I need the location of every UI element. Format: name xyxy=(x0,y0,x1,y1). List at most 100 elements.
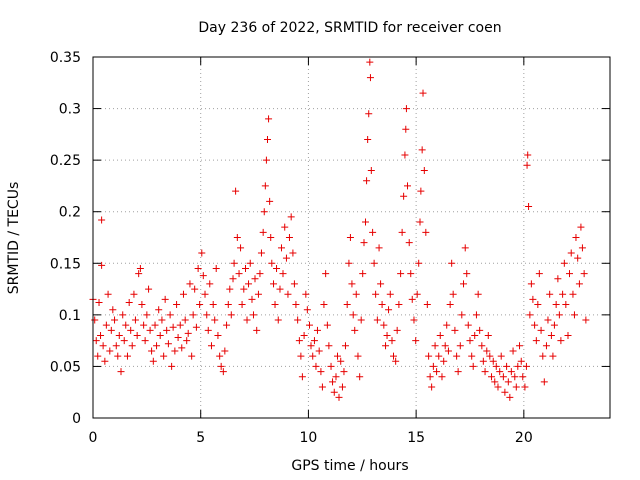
data-point xyxy=(248,295,256,303)
data-point xyxy=(417,187,425,195)
data-point xyxy=(271,301,279,309)
data-point xyxy=(163,326,171,334)
data-point xyxy=(181,316,189,324)
data-point xyxy=(572,234,580,241)
data-point xyxy=(238,301,246,309)
data-point xyxy=(194,264,202,272)
data-point xyxy=(273,264,281,272)
data-point xyxy=(135,270,143,278)
data-point xyxy=(492,362,500,370)
data-point xyxy=(431,342,439,350)
data-point xyxy=(196,301,204,309)
data-point xyxy=(375,244,383,252)
data-point xyxy=(282,254,290,262)
data-point xyxy=(469,362,477,370)
data-point xyxy=(338,383,346,391)
data-point xyxy=(235,270,243,278)
data-point xyxy=(408,295,416,303)
data-point xyxy=(111,316,119,324)
data-point xyxy=(354,352,362,360)
data-point xyxy=(198,249,206,257)
data-point xyxy=(98,216,106,224)
data-point xyxy=(168,362,176,370)
data-point xyxy=(435,352,443,360)
data-point xyxy=(224,301,232,309)
data-point xyxy=(219,368,227,376)
x-tick-label: 5 xyxy=(196,430,205,446)
data-point xyxy=(506,393,514,401)
data-point xyxy=(322,270,330,278)
data-point xyxy=(349,311,357,319)
data-point xyxy=(102,321,110,329)
data-point xyxy=(402,125,410,133)
data-point xyxy=(443,321,451,329)
data-point xyxy=(119,311,127,319)
data-point xyxy=(400,192,408,200)
data-point xyxy=(398,228,406,236)
data-point xyxy=(140,321,148,329)
data-point xyxy=(526,311,534,319)
data-point xyxy=(471,331,479,339)
data-point xyxy=(386,290,394,298)
data-point xyxy=(499,373,507,381)
x-tick-label: 15 xyxy=(407,430,425,446)
data-point xyxy=(378,301,386,309)
data-point xyxy=(547,331,555,339)
data-point xyxy=(279,270,287,278)
data-point xyxy=(557,337,565,345)
data-point xyxy=(176,321,184,329)
data-point xyxy=(260,208,268,216)
data-point xyxy=(449,290,457,298)
data-point xyxy=(307,342,315,350)
y-tick-label: 0.25 xyxy=(50,153,81,169)
chart-title: Day 236 of 2022, SRMTID for receiver coe… xyxy=(198,20,501,36)
data-point xyxy=(577,223,585,231)
data-point xyxy=(221,347,229,355)
data-point xyxy=(549,352,557,360)
data-point xyxy=(420,166,428,174)
data-point xyxy=(257,249,265,257)
data-point xyxy=(580,270,588,278)
data-point xyxy=(156,331,164,339)
data-point xyxy=(227,311,235,319)
data-point xyxy=(362,218,370,226)
data-point xyxy=(363,177,371,185)
data-point xyxy=(574,254,582,262)
data-point xyxy=(171,347,179,355)
data-point xyxy=(199,272,207,280)
data-point xyxy=(369,228,377,236)
data-point xyxy=(524,151,532,159)
data-point xyxy=(382,342,390,350)
data-point xyxy=(266,197,274,205)
data-point xyxy=(357,316,365,324)
data-point xyxy=(232,187,240,195)
data-point xyxy=(310,337,318,345)
data-point xyxy=(550,321,558,329)
data-point xyxy=(249,311,257,319)
data-point xyxy=(309,352,317,360)
data-point xyxy=(104,290,112,298)
data-point xyxy=(138,301,146,309)
data-point xyxy=(422,228,430,236)
data-point xyxy=(464,321,472,329)
data-point xyxy=(359,270,367,278)
data-point xyxy=(388,337,396,345)
data-point xyxy=(436,331,444,339)
data-point xyxy=(385,306,393,314)
data-point xyxy=(570,311,578,319)
data-point xyxy=(188,352,196,360)
data-point xyxy=(453,352,461,360)
data-point xyxy=(351,326,359,334)
data-point xyxy=(325,342,333,350)
data-point xyxy=(192,323,200,331)
data-point xyxy=(534,301,542,309)
data-point xyxy=(173,301,181,309)
data-point xyxy=(466,337,474,345)
data-point xyxy=(109,306,117,314)
axis-ticks: 0 0.05 0.1 0.15 0.2 0.25 0.3 0.35 0 5 10 15 20 xyxy=(50,50,610,446)
data-point xyxy=(148,347,156,355)
data-point xyxy=(120,337,128,345)
data-point xyxy=(164,340,172,348)
data-point xyxy=(575,280,583,288)
data-point xyxy=(512,383,520,391)
